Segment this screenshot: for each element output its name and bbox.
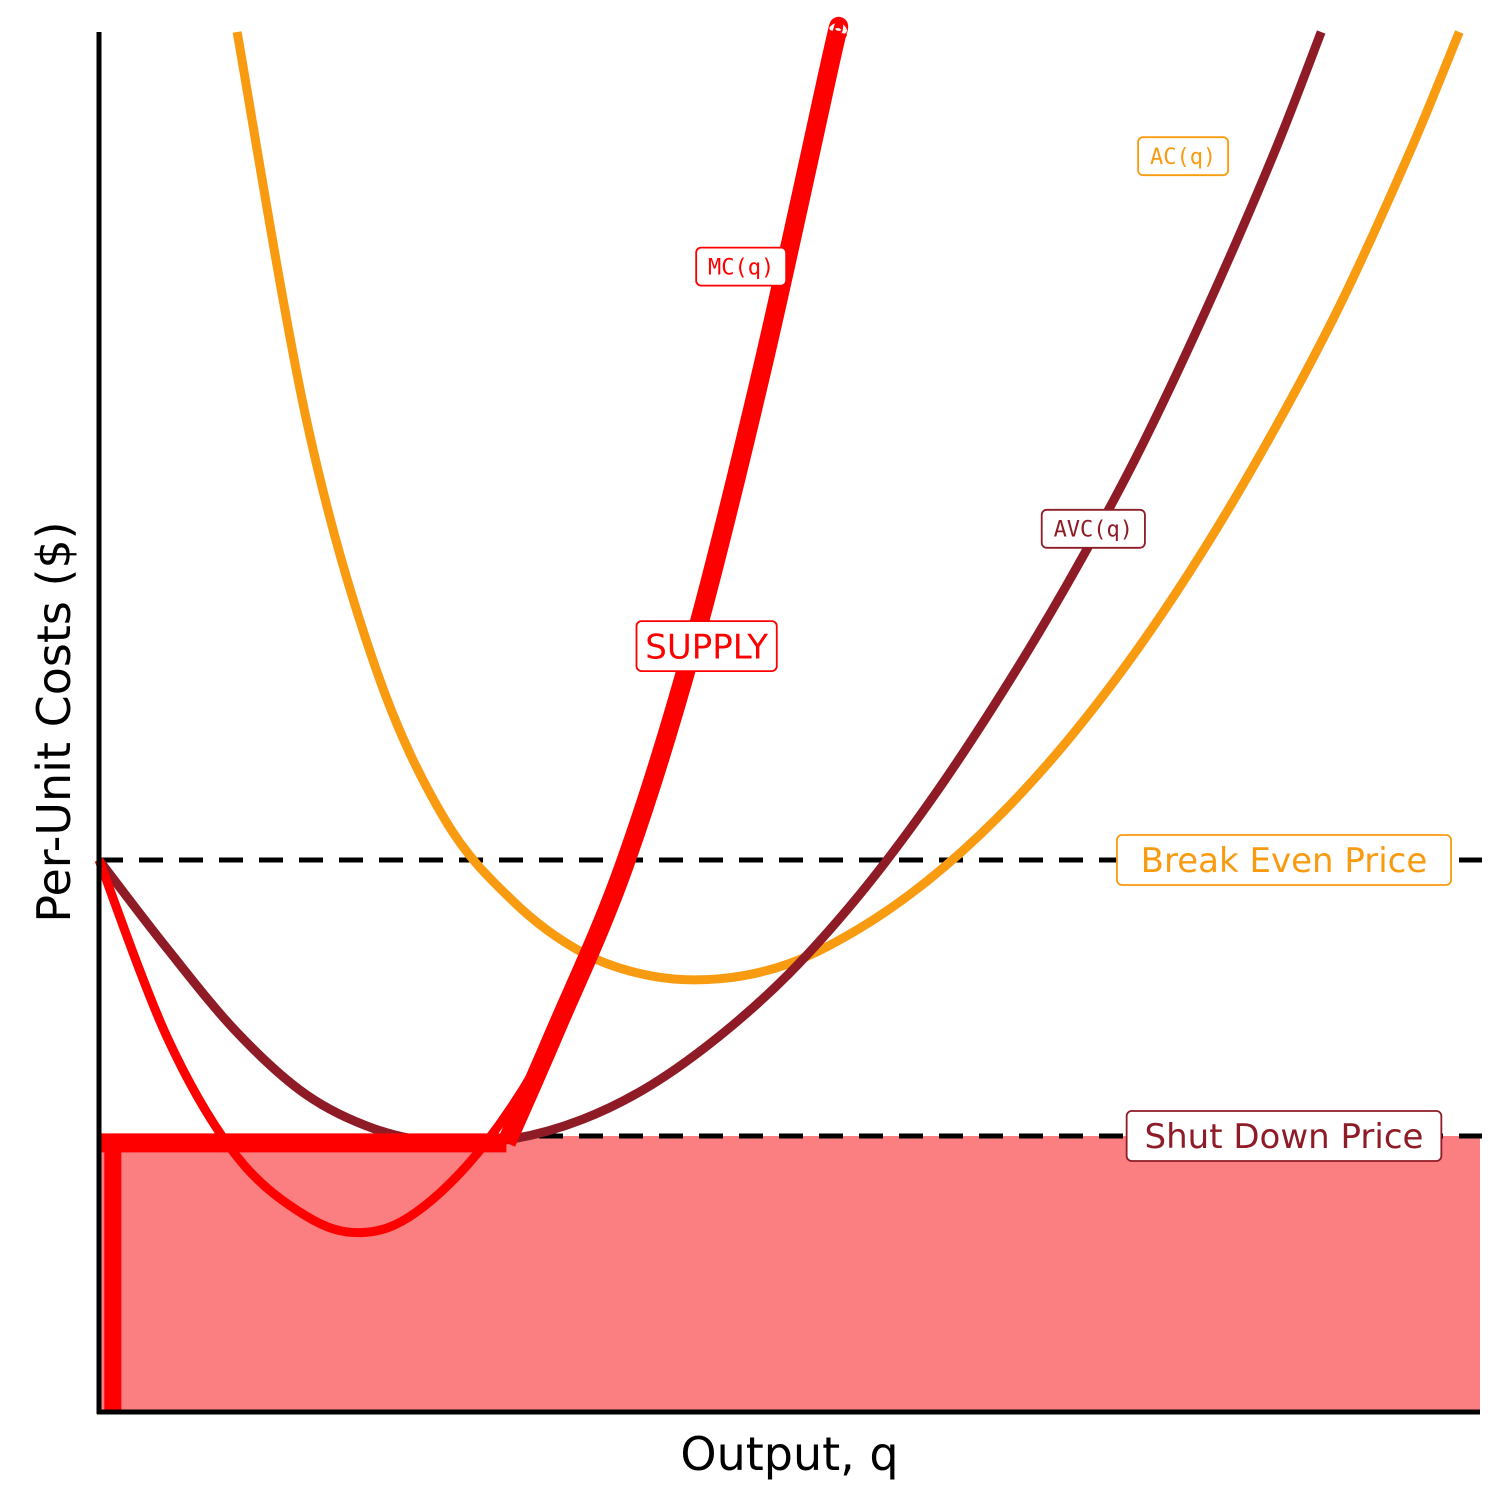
avc-label: AVC(q) [1040, 508, 1146, 549]
avc-label-box [1040, 508, 1146, 549]
mc-label-text: MC(q) [708, 256, 774, 281]
ac-label-text: AC(q) [1150, 145, 1216, 170]
ac-label: AC(q) [1137, 136, 1229, 177]
mc-label-box [695, 246, 788, 287]
break-even-label: Break Even Price [1116, 834, 1452, 886]
x-axis-title: Output, q [680, 1427, 898, 1481]
mc-label: MC(q) [695, 246, 788, 287]
shut-down-label-text: Shut Down Price [1145, 1117, 1424, 1157]
shut-down-label-box [1125, 1110, 1443, 1162]
break-even-label-text: Break Even Price [1141, 841, 1428, 881]
supply-label: SUPPLY [635, 620, 778, 672]
ac-curve [232, 30, 1464, 985]
ac-label-box [1137, 136, 1229, 177]
supply-label-text: SUPPLY [645, 627, 768, 667]
y-axis-title: Per-Unit Costs ($) [27, 521, 81, 922]
shut-down-label: Shut Down Price [1125, 1110, 1443, 1162]
avc-label-text: AVC(q) [1054, 518, 1133, 543]
avc-curve [95, 30, 1326, 1148]
supply-label-box [635, 620, 778, 672]
shutdown-region [99, 1136, 1480, 1412]
break-even-label-box [1116, 834, 1452, 886]
